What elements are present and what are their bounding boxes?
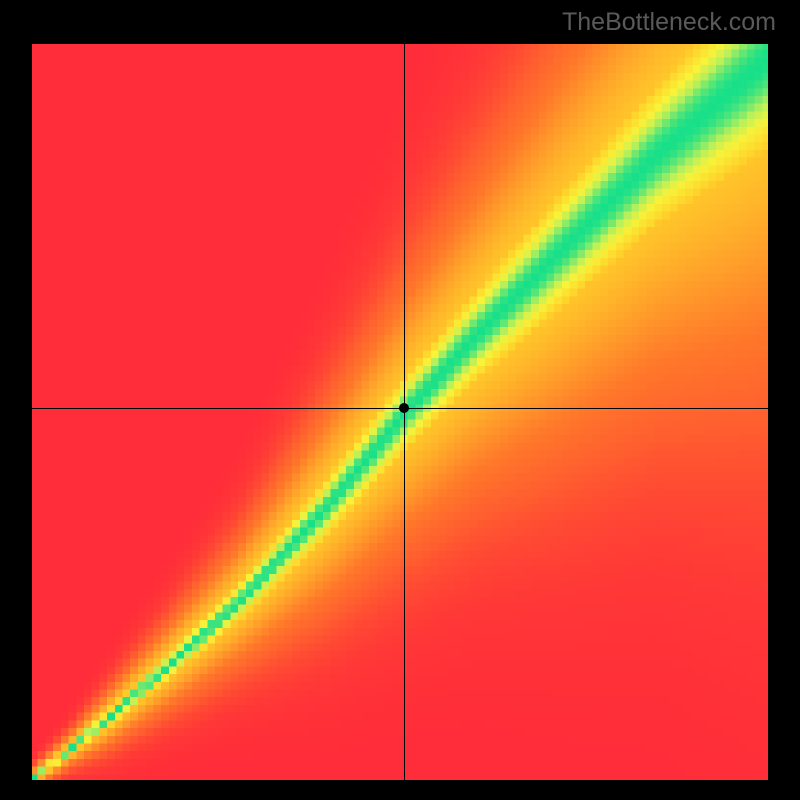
page-root: TheBottleneck.com xyxy=(0,0,800,800)
watermark-text: TheBottleneck.com xyxy=(562,8,776,37)
heatmap-canvas xyxy=(30,42,770,782)
crosshair-marker xyxy=(399,403,409,413)
plot-frame xyxy=(30,42,770,782)
